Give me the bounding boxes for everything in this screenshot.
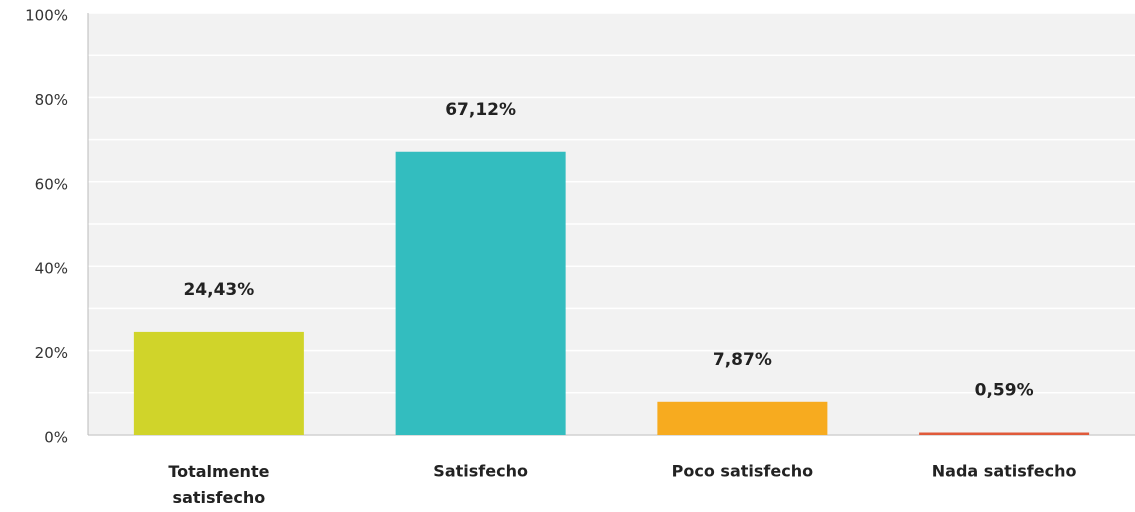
- bar: [657, 401, 828, 435]
- value-label: 24,43%: [183, 280, 254, 300]
- bar: [919, 432, 1090, 435]
- value-label: 0,59%: [975, 381, 1034, 401]
- y-tick-label: 0%: [44, 429, 68, 447]
- value-label: 67,12%: [445, 100, 516, 120]
- value-label: 7,87%: [713, 350, 772, 370]
- x-tick-label: Satisfecho: [433, 462, 528, 481]
- x-tick-label: Totalmente satisfecho: [168, 462, 269, 507]
- bar: [395, 151, 566, 435]
- x-tick-label: Nada satisfecho: [932, 462, 1077, 481]
- y-tick-label: 60%: [35, 175, 68, 193]
- x-tick-label: Poco satisfecho: [672, 462, 813, 481]
- y-tick-label: 40%: [35, 260, 68, 278]
- y-tick-label: 100%: [25, 7, 68, 25]
- y-tick-label: 20%: [35, 344, 68, 362]
- bar: [133, 331, 304, 435]
- y-tick-label: 80%: [35, 91, 68, 109]
